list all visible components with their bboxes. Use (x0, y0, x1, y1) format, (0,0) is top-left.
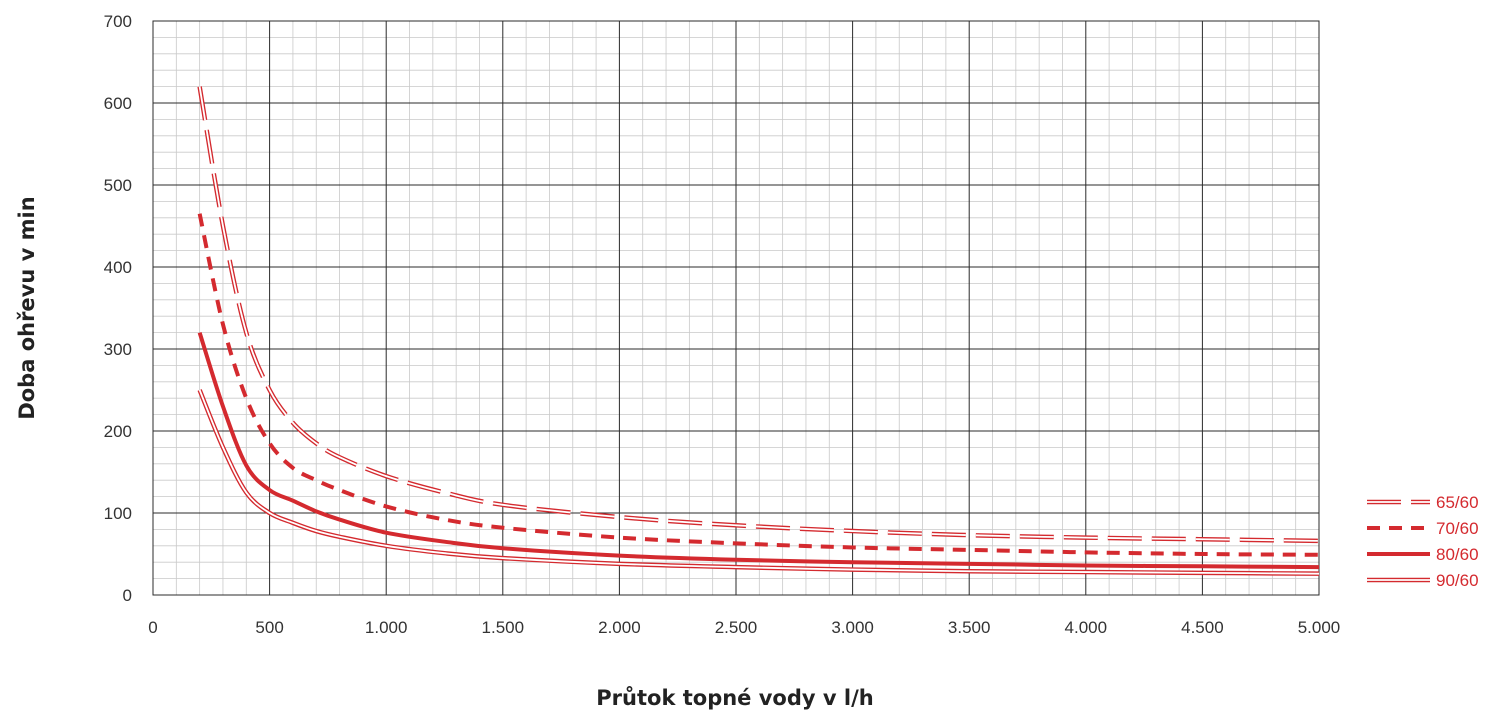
legend-label: 80/60 (1436, 545, 1479, 564)
y-tick-label: 100 (104, 504, 132, 523)
x-tick-label: 1.000 (365, 618, 408, 637)
x-tick-label: 2.500 (715, 618, 758, 637)
x-tick-label: 500 (255, 618, 283, 637)
x-tick-label: 3.500 (948, 618, 991, 637)
series-90-60-inner-line (198, 389, 1320, 575)
legend-label: 90/60 (1436, 571, 1479, 590)
grid-major (152, 20, 1320, 596)
y-tick-label: 500 (104, 176, 132, 195)
y-axis-title: Doba ohřevu v min (15, 196, 39, 419)
series-90-60 (197, 389, 1320, 576)
series-70-60-line (197, 213, 1320, 557)
legend: 65/60 70/60 80/60 90/60 (1367, 493, 1479, 590)
series-65-60 (197, 86, 1320, 544)
x-tick-label: 1.500 (482, 618, 525, 637)
legend-label: 65/60 (1436, 493, 1479, 512)
series-layer (197, 86, 1320, 576)
y-tick-label: 0 (123, 586, 132, 605)
y-tick-label: 300 (104, 340, 132, 359)
y-tick-label: 400 (104, 258, 132, 277)
plot-border (152, 20, 1320, 596)
x-tick-label: 0 (148, 618, 157, 637)
series-80-60-line (197, 331, 1320, 570)
series-80-60 (197, 331, 1320, 570)
plot-frame (152, 20, 1320, 596)
y-tick-label: 600 (104, 94, 132, 113)
x-tick-label: 4.500 (1181, 618, 1224, 637)
series-65-60-inner-line (198, 86, 1320, 542)
y-tick-label: 700 (104, 12, 132, 31)
y-tick-labels: 0 100 200 300 400 500 600 700 (104, 12, 132, 605)
y-tick-label: 200 (104, 422, 132, 441)
x-tick-label: 3.000 (831, 618, 874, 637)
series-70-60 (197, 213, 1320, 557)
x-axis-title: Průtok topné vody v l/h (596, 686, 873, 710)
legend-label: 70/60 (1436, 519, 1479, 538)
x-tick-label: 5.000 (1298, 618, 1341, 637)
x-tick-label: 2.000 (598, 618, 641, 637)
x-tick-labels: 0 500 1.000 1.500 2.000 2.500 3.000 3.500 4.000 4… (148, 618, 1340, 637)
x-tick-label: 4.000 (1065, 618, 1108, 637)
